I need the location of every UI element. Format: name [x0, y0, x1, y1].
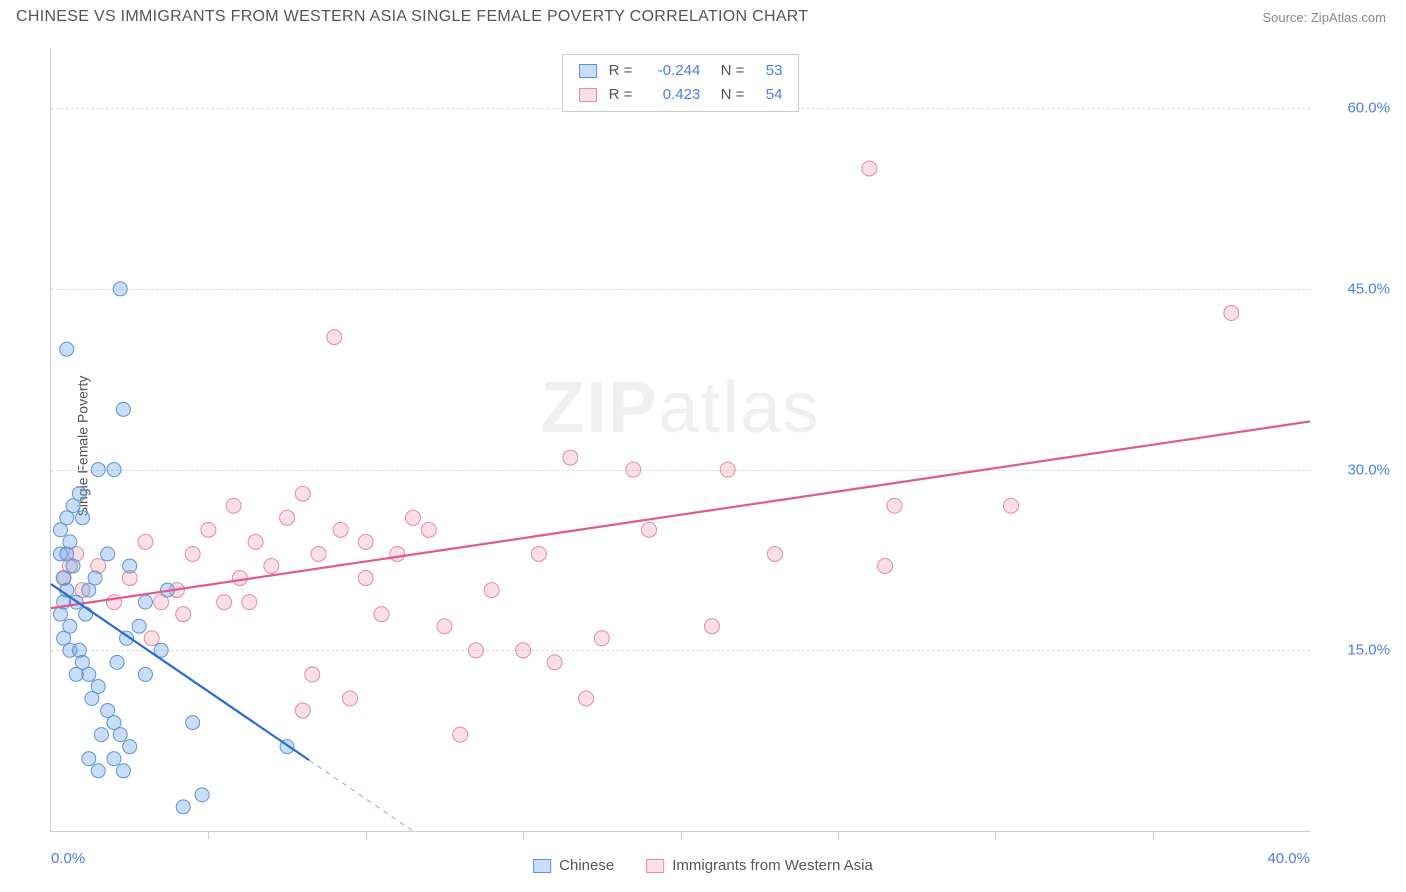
- x-tick: [838, 831, 839, 839]
- swatch-blue: [579, 64, 597, 78]
- source-attribution: Source: ZipAtlas.com: [1262, 10, 1386, 25]
- x-tick: [208, 831, 209, 839]
- legend-label-pink: Immigrants from Western Asia: [672, 857, 873, 874]
- n-label: N =: [712, 83, 744, 107]
- source-name: ZipAtlas.com: [1311, 10, 1386, 25]
- source-prefix: Source:: [1262, 10, 1310, 25]
- n-value-pink: 54: [752, 83, 782, 107]
- x-tick: [523, 831, 524, 839]
- r-label: R =: [609, 83, 633, 107]
- swatch-pink: [646, 859, 664, 873]
- header: CHINESE VS IMMIGRANTS FROM WESTERN ASIA …: [0, 0, 1406, 30]
- legend-correlation: R = -0.244 N = 53 R = 0.423 N = 54: [562, 54, 800, 112]
- legend-item-pink: Immigrants from Western Asia: [646, 857, 873, 874]
- y-tick-label: 45.0%: [1318, 280, 1390, 297]
- r-value-blue: -0.244: [640, 59, 700, 83]
- chart-title: CHINESE VS IMMIGRANTS FROM WESTERN ASIA …: [16, 8, 808, 26]
- n-value-blue: 53: [752, 59, 782, 83]
- x-tick-label: 0.0%: [51, 850, 85, 867]
- swatch-blue: [533, 859, 551, 873]
- x-tick: [995, 831, 996, 839]
- n-label: N =: [712, 59, 744, 83]
- x-tick: [1153, 831, 1154, 839]
- scatter-svg: [51, 48, 1310, 831]
- swatch-pink: [579, 88, 597, 102]
- x-tick: [681, 831, 682, 839]
- x-tick: [366, 831, 367, 839]
- legend-row-pink: R = 0.423 N = 54: [579, 83, 783, 107]
- legend-item-blue: Chinese: [533, 857, 614, 874]
- legend-label-blue: Chinese: [559, 857, 614, 874]
- r-value-pink: 0.423: [640, 83, 700, 107]
- legend-row-blue: R = -0.244 N = 53: [579, 59, 783, 83]
- y-tick-label: 30.0%: [1318, 461, 1390, 478]
- y-tick-label: 60.0%: [1318, 100, 1390, 117]
- y-tick-label: 15.0%: [1318, 642, 1390, 659]
- legend-series: Chinese Immigrants from Western Asia: [533, 857, 873, 874]
- r-label: R =: [609, 59, 633, 83]
- x-tick-label: 40.0%: [1267, 850, 1310, 867]
- chart-plot-area: ZIPatlas R = -0.244 N = 53 R = 0.423 N =…: [50, 48, 1310, 832]
